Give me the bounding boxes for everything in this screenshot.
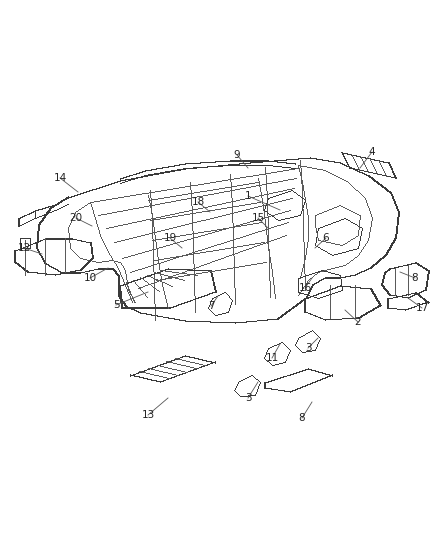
Text: 10: 10	[83, 273, 96, 283]
Text: 12: 12	[18, 243, 31, 253]
Text: 15: 15	[251, 213, 265, 223]
Text: 18: 18	[191, 197, 205, 207]
Text: 4: 4	[369, 147, 375, 157]
Text: 3: 3	[245, 393, 251, 403]
Text: 19: 19	[163, 233, 177, 243]
Text: 20: 20	[70, 213, 82, 223]
Text: 11: 11	[265, 353, 279, 363]
Text: 9: 9	[234, 150, 240, 160]
Text: 6: 6	[323, 233, 329, 243]
Text: 16: 16	[298, 283, 311, 293]
Text: 3: 3	[305, 343, 311, 353]
Text: 8: 8	[412, 273, 418, 283]
Text: 2: 2	[355, 317, 361, 327]
Text: 14: 14	[53, 173, 67, 183]
Text: 13: 13	[141, 410, 155, 420]
Text: 5: 5	[113, 300, 119, 310]
Text: 8: 8	[299, 413, 305, 423]
Text: 1: 1	[245, 191, 251, 201]
Text: 7: 7	[208, 301, 214, 311]
Text: 17: 17	[415, 303, 429, 313]
